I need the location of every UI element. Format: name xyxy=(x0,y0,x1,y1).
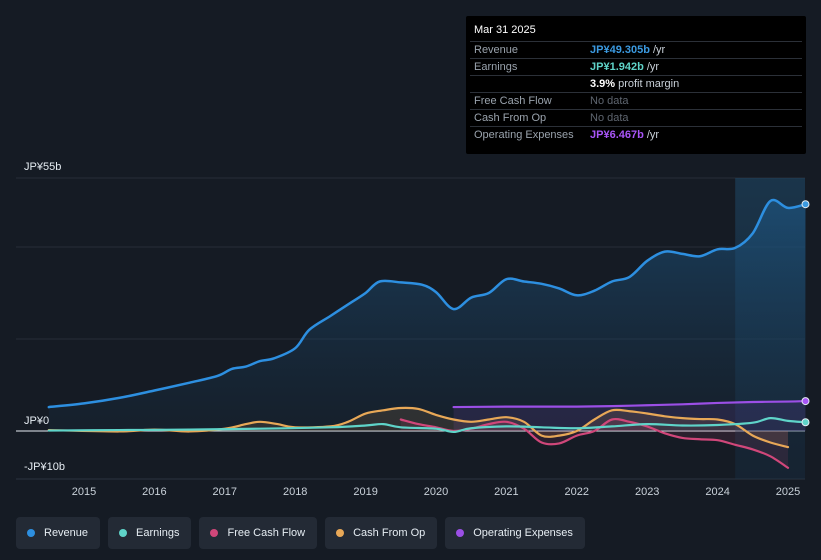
tooltip-row: Earnings JP¥1.942b/yr xyxy=(470,58,802,76)
free-cash-flow-area xyxy=(400,419,788,468)
legend-label: Free Cash Flow xyxy=(227,527,306,539)
tooltip-row: Operating Expenses JP¥6.467b/yr xyxy=(470,126,802,144)
x-tick-label: 2022 xyxy=(565,486,589,498)
legend-label: Cash From Op xyxy=(353,527,426,539)
tooltip-row: Cash From Op No data xyxy=(470,109,802,127)
tooltip-row-value: No data xyxy=(590,95,629,107)
tooltip-row-unit: /yr xyxy=(652,44,666,56)
legend: Revenue Earnings Free Cash Flow Cash From O… xyxy=(16,517,585,549)
x-tick-label: 2021 xyxy=(494,486,518,498)
legend-label: Operating Expenses xyxy=(473,527,573,539)
tooltip-row-label: Earnings xyxy=(474,61,518,73)
tooltip-row: Revenue JP¥49.305b/yr xyxy=(470,41,802,59)
legend-label: Revenue xyxy=(44,527,89,539)
legend-dot-icon xyxy=(336,529,345,537)
legend-label: Earnings xyxy=(136,527,180,539)
tooltip-row-unit: /yr xyxy=(646,61,660,73)
tooltip-row-value: No data xyxy=(590,112,629,124)
tooltip-row-unit: /yr xyxy=(646,129,660,141)
revenue-endpoint[interactable] xyxy=(801,200,810,209)
cash-from-op-line xyxy=(47,406,790,449)
y-label-top: JP¥55b xyxy=(24,161,61,173)
earnings-endpoint[interactable] xyxy=(801,418,810,427)
tooltip-row-unit: profit margin xyxy=(618,78,680,90)
tooltip-row-value: JP¥6.467b/yr xyxy=(590,129,660,141)
tooltip-row: 3.9% profit margin xyxy=(470,75,802,93)
legend-item-free-cash-flow[interactable]: Free Cash Flow xyxy=(199,517,318,549)
x-tick-label: 2015 xyxy=(72,486,96,498)
x-tick-label: 2019 xyxy=(353,486,377,498)
tooltip-row: Free Cash Flow No data xyxy=(470,92,802,110)
tooltip-row-label: Cash From Op xyxy=(474,112,547,124)
revenue-area xyxy=(48,200,806,431)
tooltip-row-label: Operating Expenses xyxy=(474,129,574,141)
legend-item-revenue[interactable]: Revenue xyxy=(16,517,101,549)
legend-dot-icon xyxy=(210,529,219,537)
legend-item-earnings[interactable]: Earnings xyxy=(108,517,192,549)
operating-expenses-endpoint[interactable] xyxy=(801,397,810,406)
tooltip-date: Mar 31 2025 xyxy=(474,24,536,36)
y-label-zero: JP¥0 xyxy=(24,415,49,427)
tooltip-row-value: JP¥49.305b/yr xyxy=(590,44,666,56)
revenue-line xyxy=(47,198,807,409)
operating-expenses-area xyxy=(453,401,806,431)
operating-expenses-line xyxy=(452,400,807,409)
legend-dot-icon xyxy=(456,529,465,537)
earnings-line xyxy=(47,417,807,434)
x-tick-label: 2025 xyxy=(776,486,800,498)
x-tick-label: 2024 xyxy=(705,486,729,498)
tooltip-row-value: 3.9% profit margin xyxy=(590,78,680,90)
legend-item-cash-from-op[interactable]: Cash From Op xyxy=(325,517,438,549)
tooltip-row-label: Free Cash Flow xyxy=(474,95,552,107)
y-label-bottom: -JP¥10b xyxy=(24,461,65,473)
legend-dot-icon xyxy=(119,529,128,537)
legend-item-operating-expenses[interactable]: Operating Expenses xyxy=(445,517,585,549)
x-tick-label: 2016 xyxy=(142,486,166,498)
chart: 2015 2016 2017 2018 2019 2020 2021 2022 2023 2024… xyxy=(16,161,810,498)
tooltip-row-label: Revenue xyxy=(474,44,519,56)
x-tick-label: 2023 xyxy=(635,486,659,498)
tooltip: Mar 31 2025 Revenue JP¥49.305b/yr Earnings… xyxy=(466,16,806,154)
x-tick-label: 2017 xyxy=(213,486,237,498)
tooltip-row-value: JP¥1.942b/yr xyxy=(590,61,660,73)
x-tick-label: 2020 xyxy=(424,486,448,498)
x-tick-label: 2018 xyxy=(283,486,307,498)
legend-dot-icon xyxy=(27,529,35,537)
